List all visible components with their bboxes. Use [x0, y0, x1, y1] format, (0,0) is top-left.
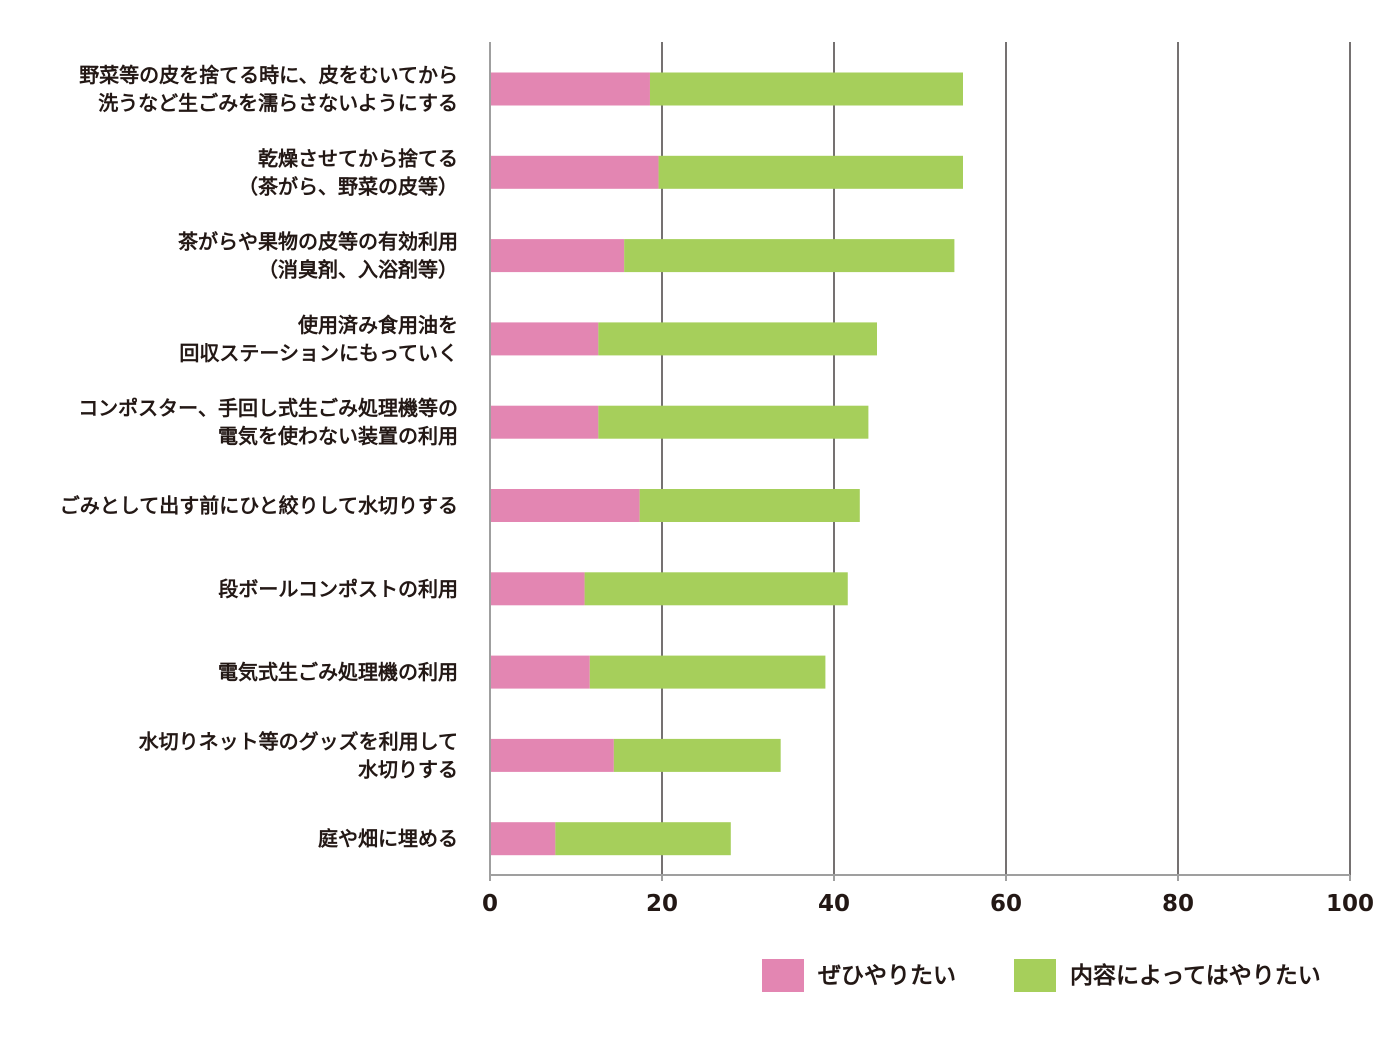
category-label: （消臭剤、入浴剤等）	[258, 258, 458, 282]
bar-segment-definitely	[490, 655, 590, 689]
bar-segment-depending	[598, 405, 869, 439]
category-label: 電気を使わない装置の利用	[218, 424, 458, 448]
category-label: 野菜等の皮を捨てる時に、皮をむいてから	[79, 63, 458, 87]
bar-segment-depending	[639, 489, 860, 522]
category-label: 庭や畑に埋める	[318, 827, 458, 851]
bar-segment-depending	[624, 239, 955, 273]
category-label: 段ボールコンポストの利用	[218, 577, 458, 601]
x-tick-label: 0	[482, 891, 498, 917]
category-label: コンポスター、手回し式生ごみ処理機等の	[78, 396, 458, 420]
category-label: 水切りネット等のグッズを利用して	[139, 729, 458, 753]
category-label: 乾燥させてから捨てる	[258, 146, 458, 170]
bar-layer	[490, 72, 963, 856]
category-label-layer: 野菜等の皮を捨てる時に、皮をむいてから洗うなど生ごみを濡らさないようにする乾燥さ…	[60, 63, 458, 851]
legend-label: ぜひやりたい	[818, 963, 956, 989]
bar-segment-definitely	[490, 322, 599, 356]
category-label: 水切りする	[358, 757, 458, 781]
x-tick-label: 80	[1162, 891, 1194, 917]
x-tick-label: 20	[646, 891, 678, 917]
bar-segment-depending	[598, 322, 877, 356]
category-label: ごみとして出す前にひと絞りして水切りする	[60, 494, 458, 518]
bar-segment-depending	[613, 738, 781, 772]
category-label: 電気式生ごみ処理機の利用	[218, 660, 458, 684]
bar-segment-depending	[649, 72, 963, 106]
legend-swatch	[1014, 959, 1056, 992]
category-label: （茶がら、野菜の皮等）	[238, 174, 458, 198]
legend-label: 内容によってはやりたい	[1070, 962, 1321, 989]
x-tick-label: 40	[818, 891, 850, 917]
x-tick-label: 100	[1326, 891, 1374, 917]
x-tick-label: 60	[990, 891, 1022, 917]
axis-layer	[489, 42, 1351, 881]
bar-segment-depending	[584, 572, 848, 606]
bar-segment-depending	[555, 822, 731, 856]
category-label: 回収ステーションにもっていく	[179, 341, 458, 365]
bar-segment-definitely	[490, 405, 599, 439]
legend-swatch	[762, 959, 804, 992]
legend: ぜひやりたい 内容によってはやりたい	[762, 959, 1321, 992]
bar-segment-definitely	[490, 72, 650, 106]
bar-segment-definitely	[490, 822, 556, 856]
bar-segment-definitely	[490, 572, 585, 606]
bar-segment-definitely	[490, 489, 640, 522]
bar-segment-depending	[589, 655, 826, 689]
tick-label-layer: 0 20 40 60 80 100	[482, 891, 1374, 917]
category-label: 洗うなど生ごみを濡らさないようにする	[98, 91, 458, 115]
bar-segment-definitely	[490, 239, 625, 273]
bar-segment-depending	[658, 155, 963, 189]
category-label: 使用済み食用油を	[297, 313, 458, 337]
category-label: 茶がらや果物の皮等の有効利用	[178, 230, 458, 254]
bar-segment-definitely	[490, 155, 659, 189]
bar-segment-definitely	[490, 738, 614, 772]
